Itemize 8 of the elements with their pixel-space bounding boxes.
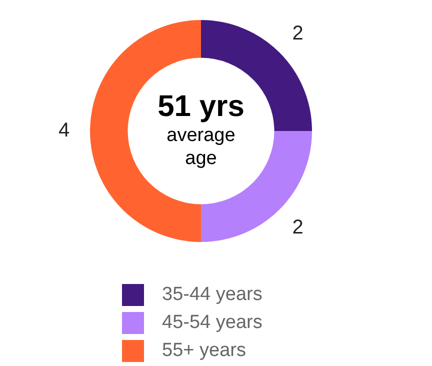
data-label: 4: [58, 120, 70, 142]
text: average age: [166, 124, 236, 170]
legend-label: 35-44 years: [162, 284, 262, 306]
data-label: 2: [292, 22, 304, 45]
legend-label: 45-54 years: [162, 312, 262, 334]
text: 51 yrs: [156, 90, 246, 124]
legend-label: 55+ years: [162, 340, 246, 362]
data-label: 2: [292, 216, 304, 238]
